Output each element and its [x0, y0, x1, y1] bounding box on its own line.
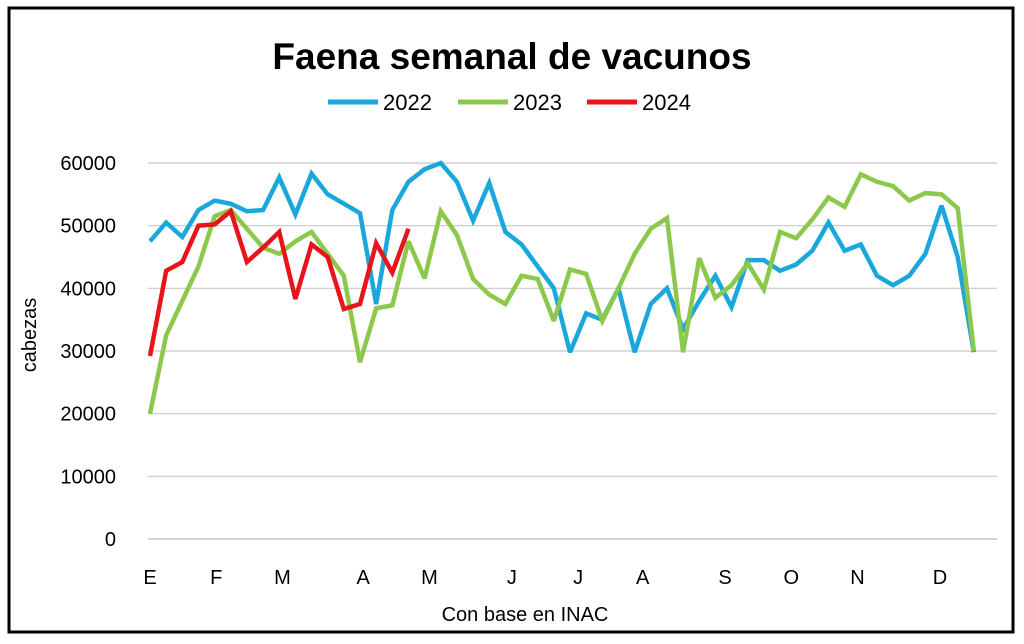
legend-label: 2023: [513, 90, 562, 115]
series-line-2022: [148, 160, 977, 354]
chart-title: Faena semanal de vacunos: [272, 36, 751, 77]
x-tick-label: J: [573, 567, 583, 589]
legend: 2022 2023 2024: [328, 90, 691, 115]
y-axis-label: cabezas: [19, 298, 41, 373]
y-tick-label: 10000: [60, 466, 116, 488]
chart-border: [7, 6, 1015, 634]
x-tick-label: M: [274, 567, 291, 589]
y-tick-label: 20000: [60, 404, 116, 426]
x-tick-label: J: [507, 567, 517, 589]
x-tick-label: M: [421, 567, 438, 589]
legend-item-2024: 2024: [587, 90, 691, 115]
legend-label: 2022: [383, 90, 432, 115]
y-tick-label: 0: [105, 529, 116, 551]
x-tick-label: N: [850, 567, 864, 589]
legend-label: 2024: [642, 90, 691, 115]
legend-item-2022: 2022: [328, 90, 432, 115]
x-tick-label: F: [210, 567, 222, 589]
series-line-2024: [147, 207, 411, 357]
x-tick-label: A: [636, 567, 650, 589]
legend-item-2023: 2023: [458, 90, 562, 115]
x-tick-label: O: [784, 567, 800, 589]
series-line-2023: [147, 171, 977, 415]
x-tick-label: D: [933, 567, 947, 589]
y-tick-label: 40000: [60, 278, 116, 300]
y-tick-label: 60000: [60, 153, 116, 175]
y-axis-ticks: 0 10000 20000 30000 40000 50000 60000: [60, 153, 116, 551]
y-tick-label: 50000: [60, 216, 116, 238]
x-tick-label: A: [357, 567, 371, 589]
x-tick-label: E: [143, 567, 156, 589]
series-lines: [147, 160, 977, 415]
x-tick-label: S: [718, 567, 731, 589]
y-tick-label: 30000: [60, 341, 116, 363]
x-axis-label: Con base en INAC: [442, 604, 609, 626]
